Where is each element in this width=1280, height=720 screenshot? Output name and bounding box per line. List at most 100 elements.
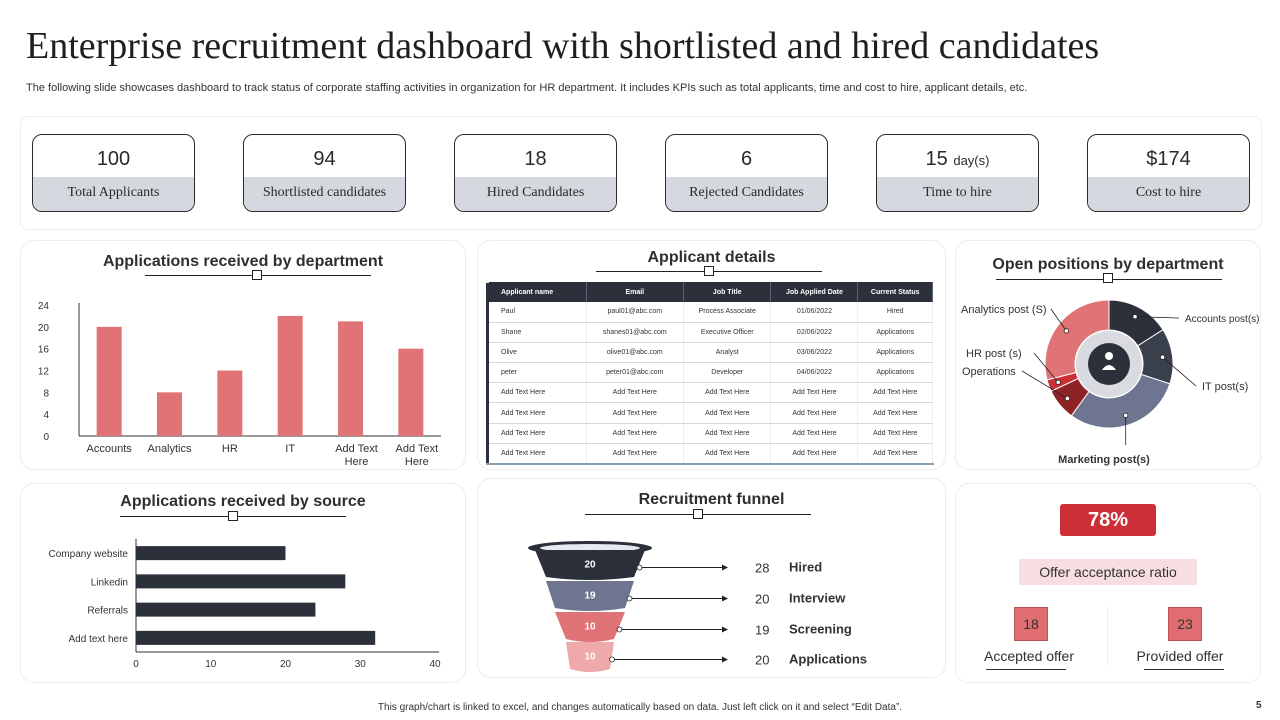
offer-panel: 78% Offer acceptance ratio 18 Accepted o… — [955, 483, 1261, 683]
bar — [136, 630, 376, 645]
table-cell: 01/06/2022 — [770, 302, 859, 323]
open-positions-donut: Accounts post(s) IT post(s) Marketing post… — [961, 299, 1259, 466]
table-cell: Add Text Here — [586, 423, 685, 444]
x-tick-label: 30 — [355, 659, 367, 670]
y-tick-label: Referrals — [87, 606, 128, 617]
table-cell: Add Text Here — [857, 443, 933, 465]
title-marker — [228, 511, 238, 521]
table-cell: Add Text Here — [770, 382, 859, 404]
x-tick-label: Add Text — [335, 443, 378, 455]
table-cell: shanes01@abc.com — [586, 322, 685, 343]
kpi-card-rejected[interactable]: 6 Rejected Candidates — [665, 134, 828, 212]
funnel-count: 28 — [755, 561, 769, 576]
accepted-offer-value: 18 — [1014, 607, 1048, 641]
table-cell: Add Text Here — [683, 423, 772, 444]
table-row[interactable]: Add Text Here Add Text Here Add Text Here A… — [489, 423, 933, 444]
x-tick-label: IT — [285, 443, 295, 455]
table-cell: 02/06/2022 — [770, 322, 859, 343]
donut-slice — [1044, 299, 1110, 381]
page-number: 5 — [1256, 700, 1262, 711]
table-row[interactable]: Add Text Here Add Text Here Add Text Here A… — [489, 382, 933, 404]
table-cell: Add Text Here — [683, 382, 772, 404]
arrow-head — [722, 626, 728, 633]
table-cell: Add Text Here — [586, 443, 685, 465]
x-tick-label: 10 — [205, 659, 217, 670]
y-tick-label: Company website — [49, 549, 129, 560]
table-cell: peter01@abc.com — [586, 362, 685, 384]
funnel-count: 20 — [755, 653, 769, 668]
table-cell: Add Text Here — [857, 423, 933, 444]
kpi-label: Rejected Candidates — [666, 177, 827, 211]
funnel-stage-value: 10 — [584, 652, 596, 663]
funnel-dot — [609, 656, 615, 663]
footer-note: This graph/chart is linked to excel, and… — [377, 702, 903, 713]
column-header[interactable]: Job Applied Date — [770, 282, 859, 302]
y-tick-label: 16 — [38, 345, 50, 356]
table-cell: Add Text Here — [857, 402, 933, 424]
funnel-stage — [566, 642, 614, 672]
table-row[interactable]: Shane shanes01@abc.com Executive Officer 02… — [489, 322, 933, 343]
kpi-card-cost-to-hire[interactable]: $174 Cost to hire — [1087, 134, 1250, 212]
x-tick-label: Analytics — [147, 443, 192, 455]
table-row[interactable]: Paul paul01@abc.com Process Associate 01/06… — [489, 302, 933, 323]
leader-line — [1021, 370, 1068, 399]
funnel-stage-value: 10 — [584, 622, 596, 633]
offer-acceptance-label: Offer acceptance ratio — [1019, 559, 1197, 585]
leader-dot — [1063, 328, 1069, 334]
table-row[interactable]: Add Text Here Add Text Here Add Text Here A… — [489, 402, 933, 424]
kpi-card-total-applicants[interactable]: 100 Total Applicants — [32, 134, 195, 212]
kpi-card-hired[interactable]: 18 Hired Candidates — [454, 134, 617, 212]
slice-label: HR post (s) — [966, 348, 1022, 360]
slice-label: Accounts post(s) — [1185, 314, 1259, 325]
table-cell: Add Text Here — [683, 402, 772, 424]
provided-offer-value: 23 — [1168, 607, 1202, 641]
funnel-stage — [535, 550, 645, 580]
funnel-count: 20 — [755, 592, 769, 607]
slice-label: Analytics post (S) — [961, 304, 1047, 316]
table-cell: Add Text Here — [489, 402, 587, 424]
provided-offer-label: Provided offer — [1136, 648, 1224, 664]
table-cell: Applications — [857, 322, 933, 343]
column-header[interactable]: Job Title — [683, 282, 772, 302]
kpi-label: Hired Candidates — [455, 177, 616, 211]
table-cell: 04/06/2022 — [770, 362, 859, 384]
title-marker — [252, 270, 262, 280]
bar — [338, 321, 363, 436]
column-header[interactable]: Email — [586, 282, 685, 302]
column-header[interactable]: Applicant name — [489, 282, 587, 302]
bar — [136, 574, 346, 589]
y-tick-label: 0 — [43, 432, 49, 443]
kpi-value: $174 — [1146, 148, 1191, 170]
x-tick-label: HR — [222, 443, 238, 455]
kpi-card-shortlisted[interactable]: 94 Shortlisted candidates — [243, 134, 406, 212]
table-cell: Shane — [489, 322, 587, 343]
x-tick-label: Here — [345, 456, 369, 468]
funnel-stage-label: Applications — [789, 652, 867, 667]
page-title: Enterprise recruitment dashboard with sh… — [26, 25, 1100, 67]
column-header[interactable]: Current Status — [857, 282, 933, 302]
slice-label: IT post(s) — [1202, 381, 1248, 393]
table-row[interactable]: peter peter01@abc.com Developer 04/06/2022 A… — [489, 362, 933, 384]
table-cell: paul01@abc.com — [586, 302, 685, 323]
leader-line — [1162, 356, 1197, 387]
table-row[interactable]: Add Text Here Add Text Here Add Text Here A… — [489, 443, 933, 465]
leader-dot — [1132, 314, 1138, 320]
recruitment-funnel: 20 28 Hired 19 20 Interview 10 19 Screening 10 20 A… — [528, 541, 867, 672]
title-marker — [693, 509, 703, 519]
kpi-value: 6 — [740, 148, 753, 170]
y-tick-label: Add text here — [69, 634, 129, 645]
kpi-value: 18 — [524, 148, 547, 170]
funnel-stage-value: 19 — [584, 591, 596, 602]
kpi-label: Cost to hire — [1088, 177, 1249, 211]
y-tick-label: 12 — [38, 367, 50, 378]
leader-line — [1033, 352, 1059, 383]
table-row[interactable]: Olive olive01@abc.com Analyst 03/06/2022 App… — [489, 342, 933, 364]
kpi-card-time-to-hire[interactable]: 15 day(s) Time to hire — [876, 134, 1039, 212]
x-tick-label: 0 — [133, 659, 139, 670]
funnel-dot — [616, 626, 623, 633]
dept-chart-title: Applications received by department — [102, 253, 384, 270]
leader-dot — [1159, 354, 1166, 360]
table-cell: peter — [489, 362, 587, 384]
bar — [277, 315, 303, 436]
person-head-icon — [1105, 352, 1113, 360]
